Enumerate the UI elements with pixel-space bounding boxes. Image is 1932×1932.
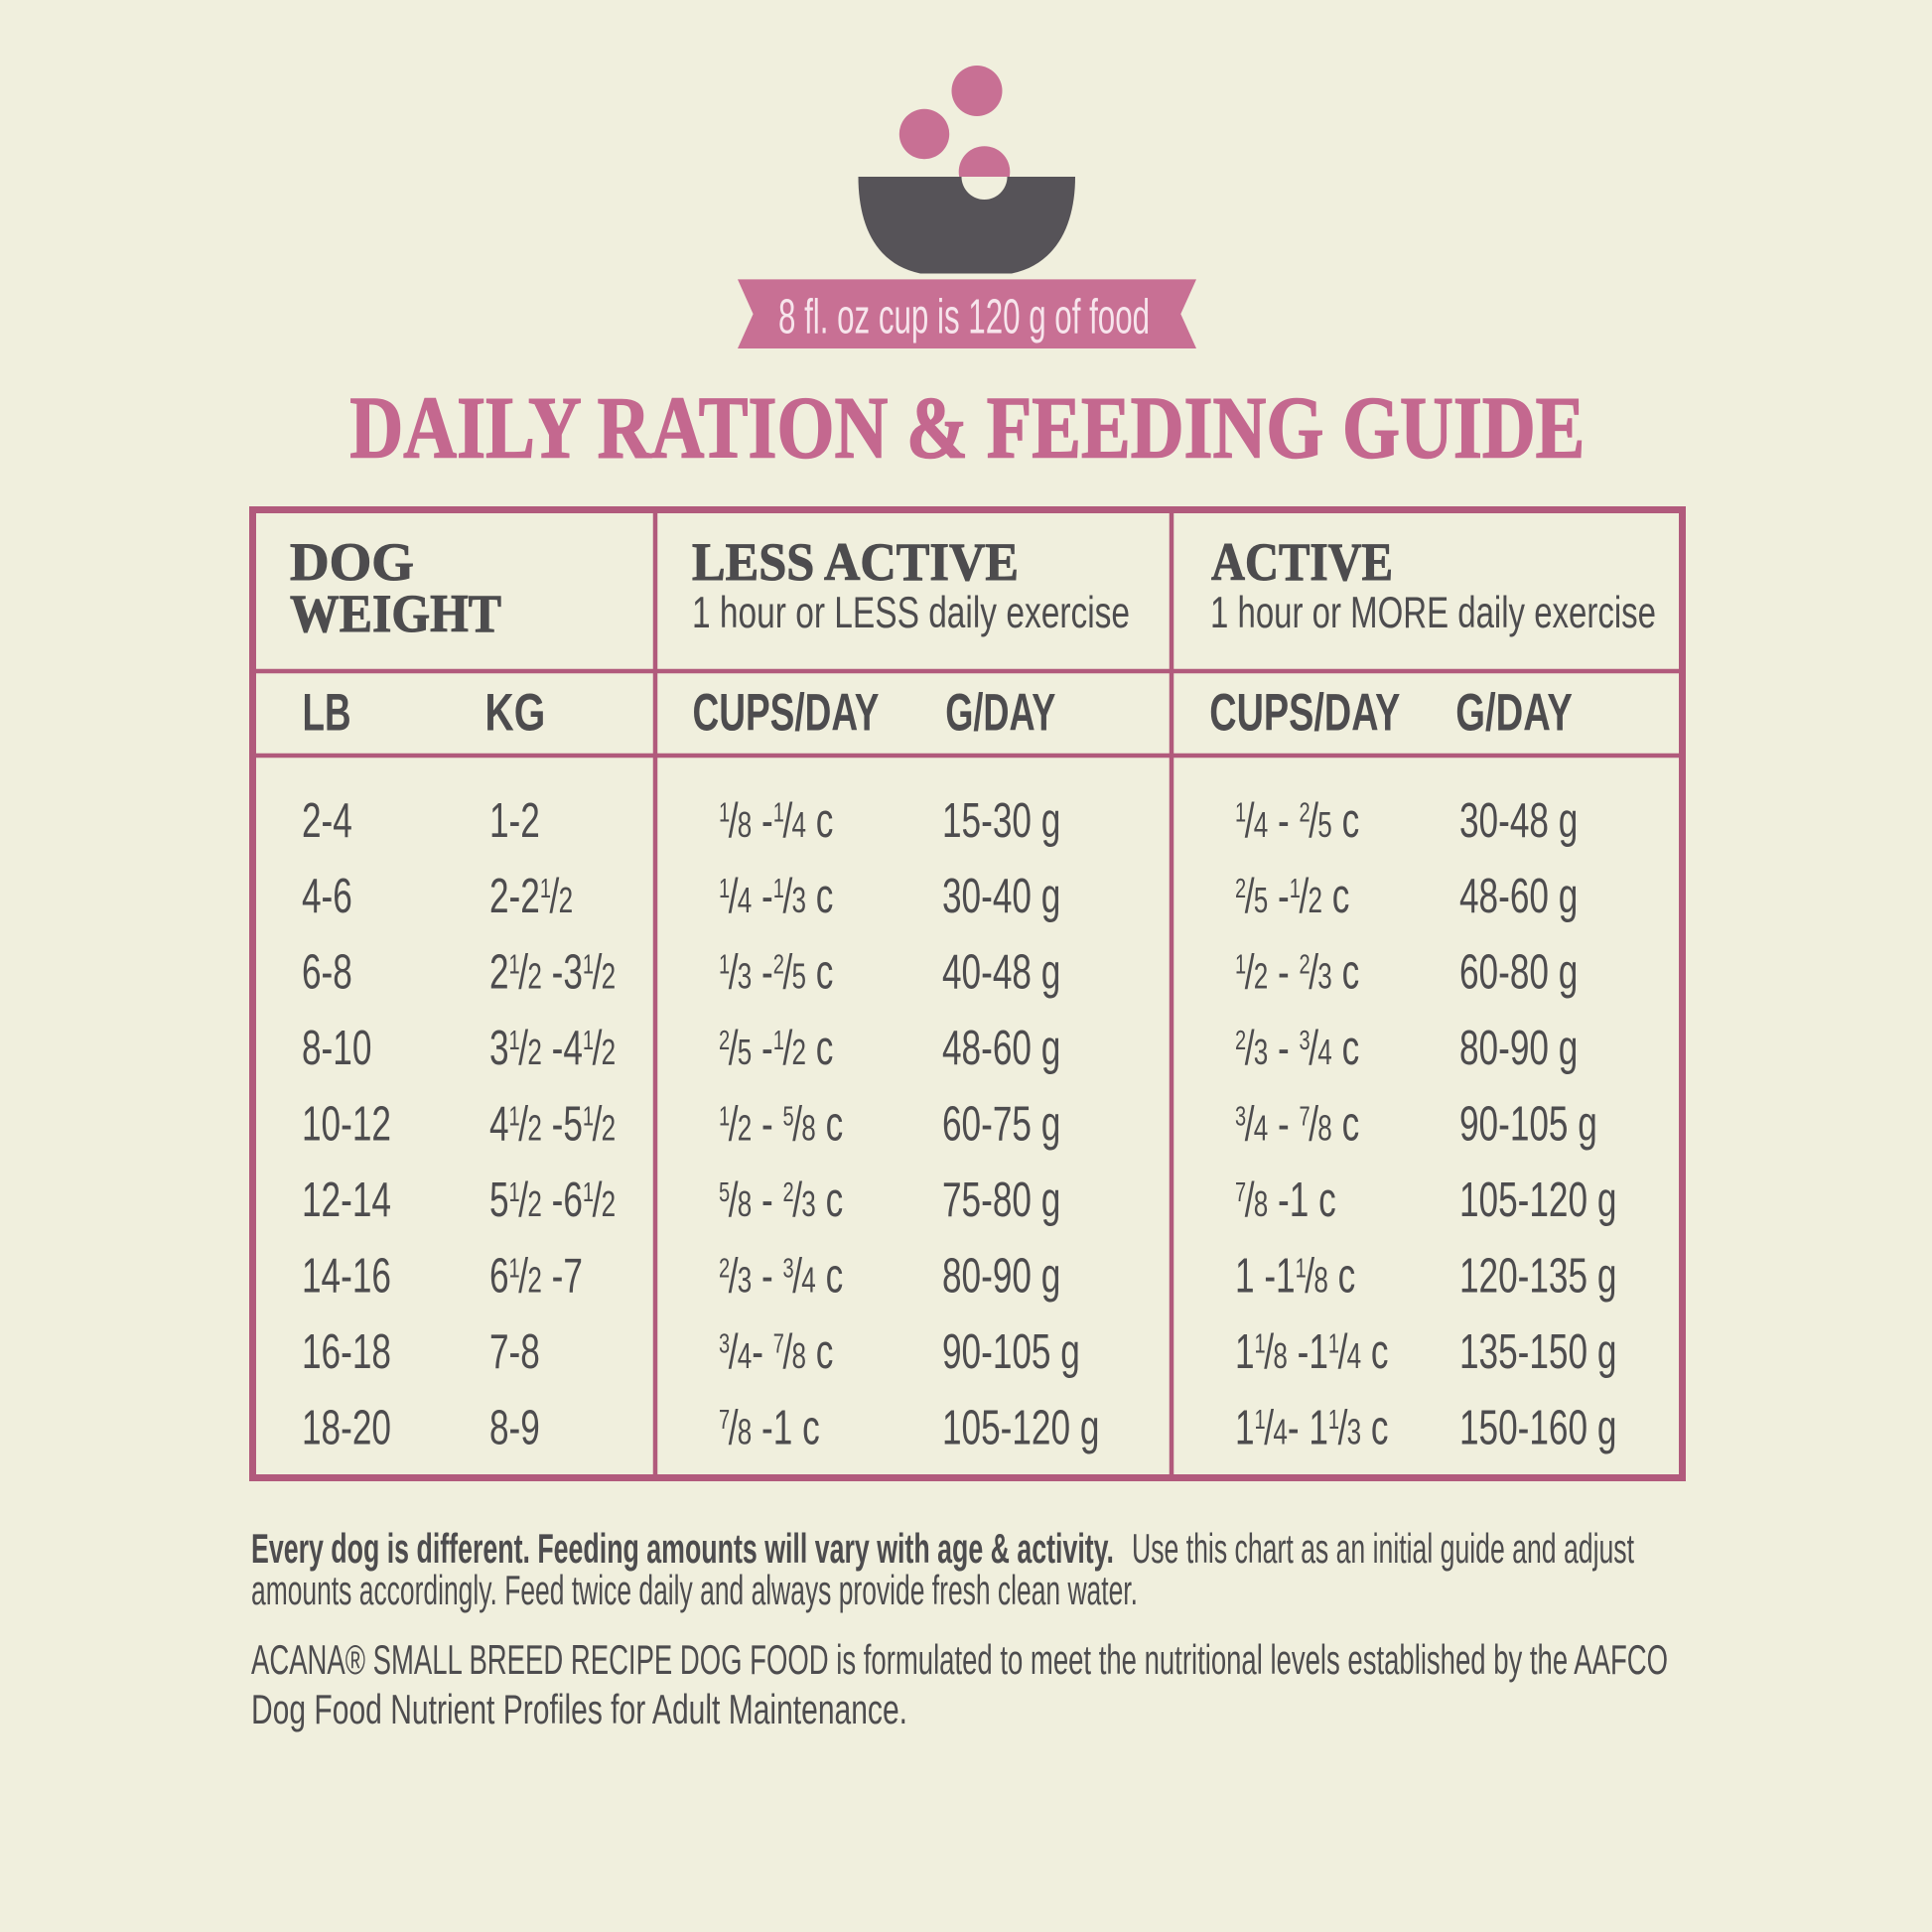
svg-text:150-160 g: 150-160 g [1459,1401,1616,1455]
svg-text:CUPS/DAY: CUPS/DAY [1209,684,1400,743]
svg-text:30-40 g: 30-40 g [942,870,1060,924]
svg-text:8-9: 8-9 [489,1401,540,1455]
svg-text:WEIGHT: WEIGHT [290,584,501,643]
svg-text:1 -11/8 c: 1 -11/8 c [1235,1249,1355,1304]
svg-text:2-4: 2-4 [302,793,352,848]
svg-text:18-20: 18-20 [302,1401,391,1455]
svg-text:3/4 - 7/8 c: 3/4 - 7/8 c [1235,1097,1359,1152]
svg-text:51/2 -61/2: 51/2 -61/2 [489,1173,616,1227]
svg-text:1 hour or LESS daily exercise: 1 hour or LESS daily exercise [692,589,1130,637]
svg-text:1 hour or MORE daily exercise: 1 hour or MORE daily exercise [1210,589,1656,637]
svg-text:80-90 g: 80-90 g [1459,1021,1578,1075]
svg-text:11/8 -11/4 c: 11/8 -11/4 c [1235,1324,1389,1379]
svg-text:1/4 -1/3 c: 1/4 -1/3 c [719,870,833,924]
svg-text:90-105 g: 90-105 g [942,1324,1080,1379]
svg-text:2-21/2: 2-21/2 [489,870,573,924]
svg-text:60-80 g: 60-80 g [1459,945,1578,1000]
svg-text:7-8: 7-8 [489,1324,540,1379]
svg-text:DOG: DOG [290,532,414,592]
svg-text:90-105 g: 90-105 g [1459,1097,1597,1152]
svg-text:ACANA® SMALL BREED RECIPE DOG: ACANA® SMALL BREED RECIPE DOG FOOD is fo… [251,1636,1668,1683]
svg-text:ACTIVE: ACTIVE [1211,532,1393,592]
svg-text:6-8: 6-8 [302,945,352,1000]
svg-text:CUPS/DAY: CUPS/DAY [693,684,880,743]
svg-text:G/DAY: G/DAY [945,684,1055,743]
svg-text:1-2: 1-2 [489,793,540,848]
svg-text:LB: LB [303,684,351,743]
svg-text:31/2 -41/2: 31/2 -41/2 [489,1021,616,1075]
svg-text:30-48 g: 30-48 g [1459,793,1578,848]
svg-text:75-80 g: 75-80 g [942,1173,1060,1227]
svg-text:1/2 - 2/3 c: 1/2 - 2/3 c [1235,945,1359,1000]
svg-text:120-135 g: 120-135 g [1459,1249,1616,1304]
svg-text:2/5 -1/2 c: 2/5 -1/2 c [719,1021,833,1075]
svg-text:12-14: 12-14 [302,1173,391,1227]
svg-text:1/8 -1/4 c: 1/8 -1/4 c [719,793,833,848]
svg-text:3/4- 7/8 c: 3/4- 7/8 c [719,1324,833,1379]
svg-text:135-150 g: 135-150 g [1459,1324,1616,1379]
svg-text:Every dog is different. Feedin: Every dog is different. Feeding amounts … [251,1525,1114,1572]
svg-text:amounts accordingly. Feed twic: amounts accordingly. Feed twice daily an… [251,1567,1138,1613]
svg-text:1/3 -2/5 c: 1/3 -2/5 c [719,945,833,1000]
svg-text:15-30 g: 15-30 g [942,793,1060,848]
svg-text:41/2 -51/2: 41/2 -51/2 [489,1097,616,1152]
svg-text:16-18: 16-18 [302,1324,391,1379]
svg-text:1/2 - 5/8 c: 1/2 - 5/8 c [719,1097,843,1152]
svg-text:14-16: 14-16 [302,1249,391,1304]
svg-text:80-90 g: 80-90 g [942,1249,1060,1304]
svg-text:48-60 g: 48-60 g [1459,870,1578,924]
svg-text:8-10: 8-10 [302,1021,371,1075]
svg-text:KG: KG [484,684,545,743]
svg-text:48-60 g: 48-60 g [942,1021,1060,1075]
svg-text:Dog Food Nutrient Profiles for: Dog Food Nutrient Profiles for Adult Mai… [251,1686,907,1732]
svg-text:LESS ACTIVE: LESS ACTIVE [692,532,1019,592]
svg-text:21/2 -31/2: 21/2 -31/2 [489,945,616,1000]
svg-text:5/8 - 2/3 c: 5/8 - 2/3 c [719,1173,843,1227]
svg-text:DAILY RATION & FEEDING GUIDE: DAILY RATION & FEEDING GUIDE [349,379,1585,477]
svg-text:60-75 g: 60-75 g [942,1097,1060,1152]
svg-text:G/DAY: G/DAY [1455,684,1573,743]
svg-text:8 fl. oz cup is 120 g of food: 8 fl. oz cup is 120 g of food [778,290,1150,345]
svg-text:2/3 - 3/4 c: 2/3 - 3/4 c [1235,1021,1359,1075]
svg-text:105-120 g: 105-120 g [1459,1173,1616,1227]
svg-text:61/2 -7: 61/2 -7 [489,1249,583,1304]
svg-text:7/8 -1 c: 7/8 -1 c [1235,1173,1336,1227]
svg-text:11/4- 11/3 c: 11/4- 11/3 c [1235,1401,1389,1455]
svg-text:10-12: 10-12 [302,1097,391,1152]
svg-text:7/8 -1 c: 7/8 -1 c [719,1401,820,1455]
svg-text:40-48 g: 40-48 g [942,945,1060,1000]
svg-text:105-120 g: 105-120 g [942,1401,1099,1455]
svg-text:1/4 - 2/5 c: 1/4 - 2/5 c [1235,793,1359,848]
svg-text:2/5 -1/2 c: 2/5 -1/2 c [1235,870,1349,924]
svg-text:4-6: 4-6 [302,870,352,924]
svg-text:2/3 - 3/4 c: 2/3 - 3/4 c [719,1249,843,1304]
svg-text:Use this chart as an initial g: Use this chart as an initial guide and a… [1132,1525,1634,1572]
